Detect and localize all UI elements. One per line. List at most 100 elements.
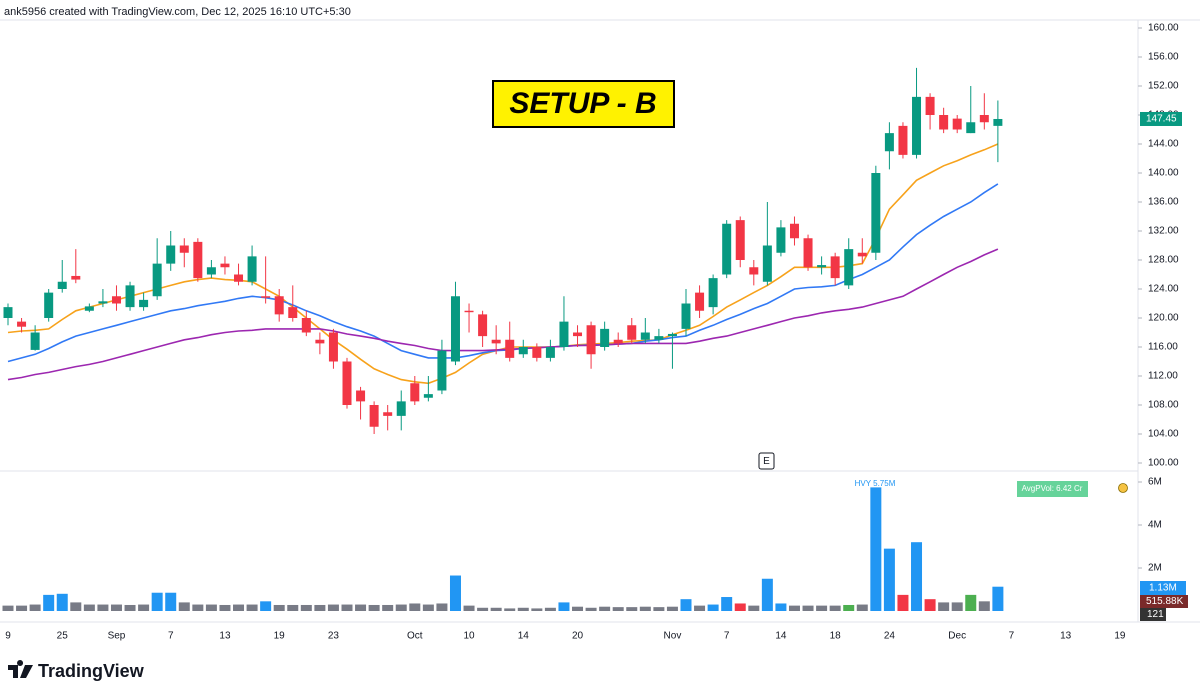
y-tick-label: 132.00 xyxy=(1148,226,1179,237)
x-tick-label: Nov xyxy=(664,631,682,642)
candle-body xyxy=(749,267,759,275)
candle-body xyxy=(789,223,799,239)
volume-tick-label: 2M xyxy=(1148,563,1162,574)
x-tick-label: 14 xyxy=(518,631,530,642)
candle-body xyxy=(844,249,854,286)
avg-vol-label: AvgPVol: 6.42 Cr xyxy=(1022,484,1083,493)
volume-bar xyxy=(449,575,461,611)
candle-body xyxy=(152,263,162,297)
plot: 100.00 104.00 108.00 112.00 116.00 120.00 124.… xyxy=(2,23,1179,642)
volume-bar xyxy=(151,592,163,611)
logo-text: TradingView xyxy=(38,661,145,681)
volume-bar xyxy=(680,599,692,611)
volume-bar xyxy=(666,606,678,611)
volume-bar xyxy=(707,604,719,611)
logo: TradingView xyxy=(8,660,145,681)
volume-tick-label: 4M xyxy=(1148,520,1162,531)
y-tick-label: 160.00 xyxy=(1148,23,1179,34)
candle-body xyxy=(179,245,189,253)
volume-bar xyxy=(517,607,529,611)
emoji-icon[interactable] xyxy=(1118,483,1128,493)
volume-tick-label: 6M xyxy=(1148,477,1162,488)
volume-bar xyxy=(124,604,136,611)
bar-count-label: 121 xyxy=(1147,609,1164,620)
candle-body xyxy=(966,122,976,134)
candle-body xyxy=(491,339,501,344)
x-tick-label: 9 xyxy=(5,631,11,642)
candle-body xyxy=(261,296,271,298)
volume-bar xyxy=(788,605,800,611)
candle-body xyxy=(871,173,881,253)
y-tick-label: 156.00 xyxy=(1148,52,1179,63)
candle-body xyxy=(912,96,922,155)
volume-bar xyxy=(639,606,651,611)
volume-bar xyxy=(192,604,204,611)
volume-bar xyxy=(16,605,28,611)
candle-body xyxy=(247,256,257,282)
volume-bar xyxy=(273,604,285,611)
candle-body xyxy=(505,339,515,358)
candle-body xyxy=(274,296,284,315)
volume-bar xyxy=(911,542,923,611)
candle-body xyxy=(695,292,705,311)
candle-body xyxy=(464,310,474,313)
volume-bar xyxy=(938,602,950,611)
volume-bar xyxy=(965,594,977,611)
candle-body xyxy=(301,318,311,333)
volume-ma-label: 515.88K xyxy=(1146,596,1184,607)
volume-bar xyxy=(287,604,299,611)
volume-bar xyxy=(734,603,746,611)
candle-body xyxy=(342,361,352,405)
x-tick-label: 19 xyxy=(274,631,286,642)
y-tick-label: 124.00 xyxy=(1148,284,1179,295)
volume-bar xyxy=(246,604,258,611)
volume-bar xyxy=(626,607,638,611)
x-tick-label: 7 xyxy=(724,631,730,642)
volume-bar xyxy=(409,603,421,611)
volume-bar xyxy=(341,604,353,611)
volume-bar xyxy=(219,604,231,611)
volume-bar xyxy=(477,607,489,611)
volume-bar xyxy=(544,607,556,611)
candle-body xyxy=(559,321,569,347)
volume-bar xyxy=(924,599,936,611)
candle-body xyxy=(98,301,108,304)
candle-body xyxy=(654,336,664,340)
volume-bar xyxy=(29,604,41,611)
candle-body xyxy=(586,325,596,355)
candle-body xyxy=(681,303,691,329)
volume-bar xyxy=(2,605,14,611)
x-tick-label: 23 xyxy=(328,631,340,642)
event-marker[interactable] xyxy=(758,452,775,470)
volume-bar xyxy=(43,594,55,611)
volume-bar xyxy=(165,592,177,611)
candle-body xyxy=(613,339,623,344)
volume-bar xyxy=(558,602,570,611)
candle-body xyxy=(383,412,393,416)
candle-body xyxy=(369,405,379,427)
candle-body xyxy=(925,96,935,115)
y-tick-label: 112.00 xyxy=(1148,371,1178,382)
volume-bar xyxy=(694,605,706,611)
volume-bar xyxy=(748,605,760,611)
candle-body xyxy=(139,299,149,308)
x-tick-label: 24 xyxy=(884,631,896,642)
candle-body xyxy=(17,321,27,327)
x-tick-label: 13 xyxy=(219,631,231,642)
candle-body xyxy=(57,281,67,289)
volume-bar xyxy=(300,604,312,611)
candle-body xyxy=(44,292,54,318)
x-tick-label: 7 xyxy=(1009,631,1015,642)
volume-bar xyxy=(70,602,82,611)
candle-body xyxy=(193,241,203,279)
candle-body xyxy=(478,314,488,337)
volume-bar xyxy=(572,606,584,611)
candle-body xyxy=(857,252,867,257)
candle-body xyxy=(518,347,528,355)
y-tick-label: 152.00 xyxy=(1148,81,1179,92)
header: ank5956 created with TradingView.com, De… xyxy=(4,6,351,18)
logo-icon xyxy=(8,660,33,678)
candle-body xyxy=(356,390,366,402)
x-tick-label: Sep xyxy=(108,631,126,642)
candle-body xyxy=(437,350,447,391)
